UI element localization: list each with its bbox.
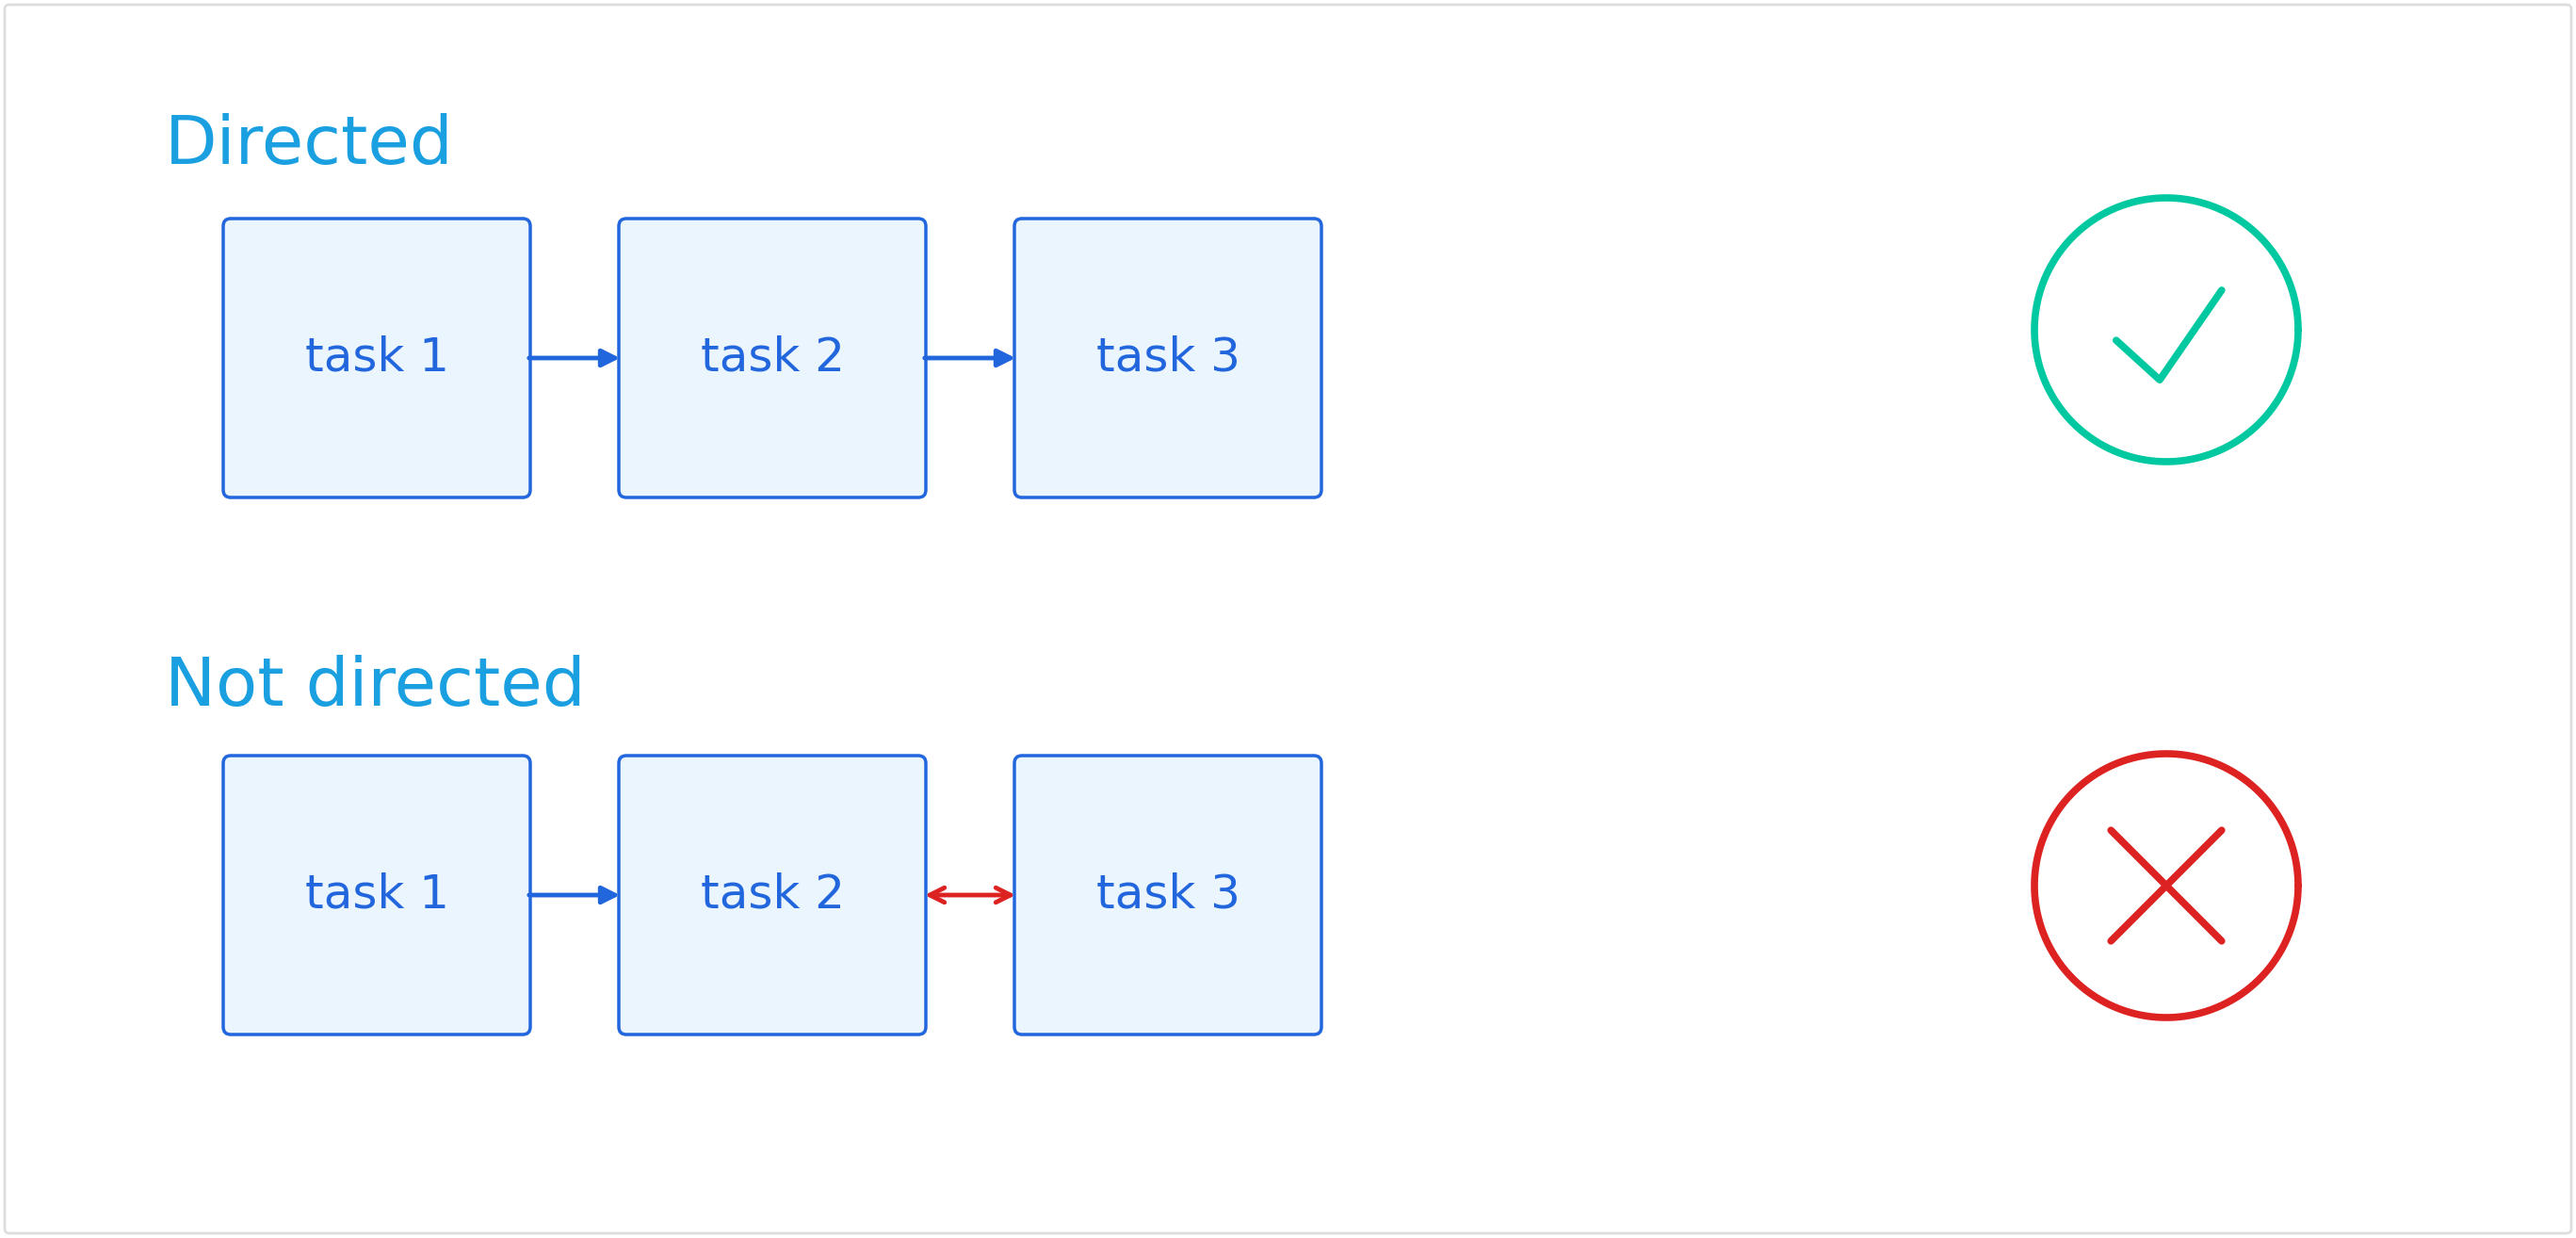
Text: task 2: task 2 <box>701 335 845 380</box>
FancyBboxPatch shape <box>618 219 925 498</box>
FancyBboxPatch shape <box>224 755 531 1035</box>
FancyBboxPatch shape <box>224 219 531 498</box>
Text: task 2: task 2 <box>701 873 845 917</box>
Text: task 3: task 3 <box>1095 335 1239 380</box>
FancyBboxPatch shape <box>618 755 925 1035</box>
Text: task 1: task 1 <box>304 873 448 917</box>
FancyBboxPatch shape <box>1015 755 1321 1035</box>
Text: task 3: task 3 <box>1095 873 1239 917</box>
FancyBboxPatch shape <box>5 5 2571 1233</box>
FancyBboxPatch shape <box>1015 219 1321 498</box>
Text: Directed: Directed <box>165 113 453 178</box>
Text: task 1: task 1 <box>304 335 448 380</box>
Text: Not directed: Not directed <box>165 655 585 719</box>
